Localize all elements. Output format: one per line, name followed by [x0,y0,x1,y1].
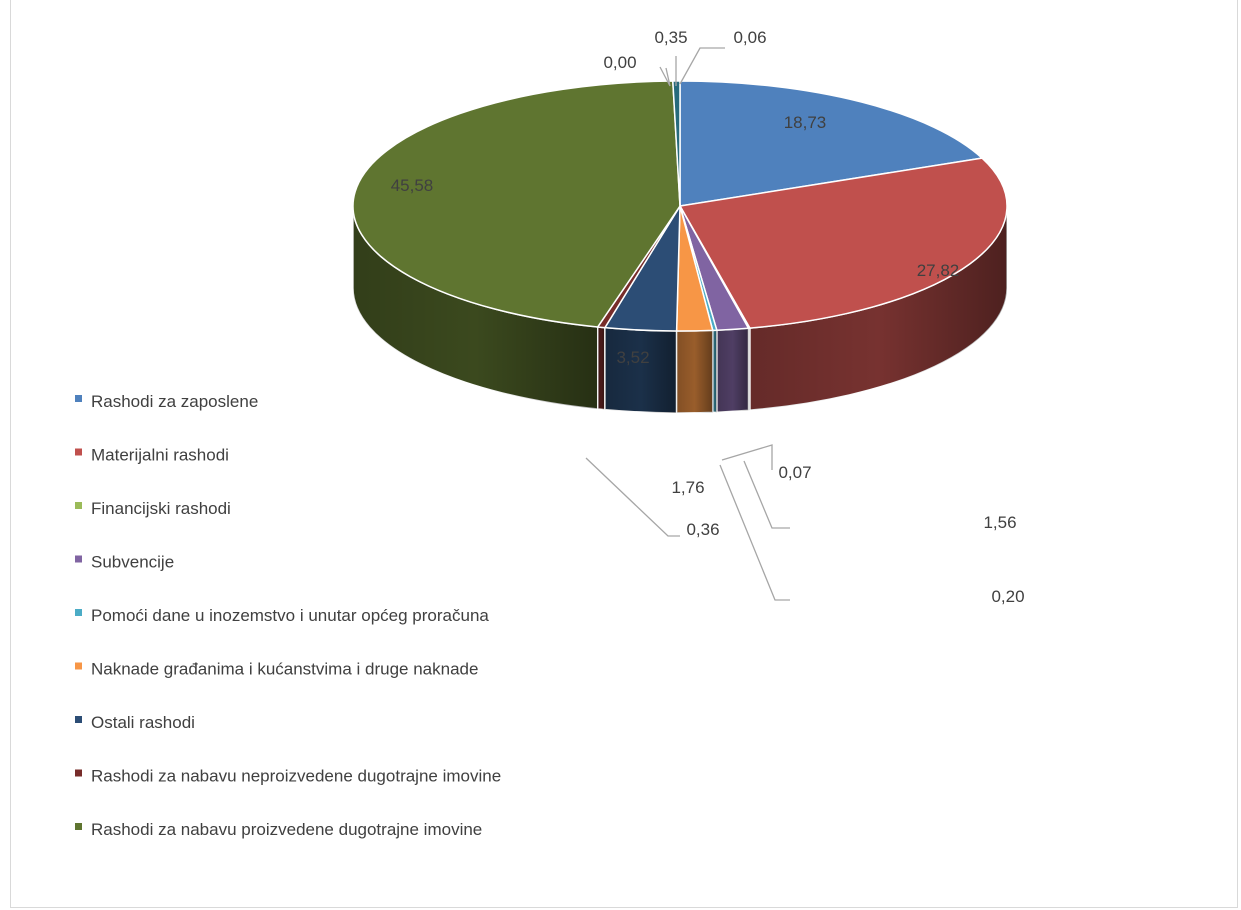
legend-swatch-2 [75,502,82,509]
data-label-6: 3,52 [616,348,649,367]
data-label-10: 0,35 [654,28,687,47]
leader-line-2 [721,444,773,470]
leader-line-3 [743,460,790,529]
data-label-2: 0,07 [778,463,811,482]
legend-label-2: Financijski rashodi [91,499,231,518]
data-label-5: 1,76 [671,478,704,497]
legend-swatch-6 [75,716,82,723]
legend-label-5: Naknade građanima i kućanstvima i druge … [91,660,478,679]
leader-line-9 [659,66,671,87]
data-label-extra: 0,06 [733,28,766,47]
pie-side-shade-6 [604,327,677,413]
chart-frame [10,0,1238,908]
pie-side-shade-3 [716,328,749,413]
pie-side-shade-4 [712,330,717,413]
legend-swatch-8 [75,823,82,830]
leader-lines [585,47,790,601]
legend-swatch-4 [75,609,82,616]
legend-swatch-1 [75,448,82,456]
pie-side-shade-7 [597,326,605,410]
pie-slice-1 [678,157,1008,329]
leader-line-7 [585,457,680,537]
data-label-9: 0,00 [603,53,636,72]
legend-swatch-7 [75,769,82,777]
data-label-1: 27,82 [917,261,960,280]
legend-label-6: Ostali rashodi [91,713,195,732]
legend-swatch-5 [75,662,82,670]
legend-label-8: Rashodi za nabavu proizvedene dugotrajne… [91,820,482,839]
legend: Rashodi za zaposlene Materijalni rashodi F… [75,392,501,839]
pie-side-shade-5 [676,330,713,413]
leader-line-4 [719,464,790,601]
legend-label-7: Rashodi za nabavu neproizvedene dugotraj… [91,767,501,786]
pie-side-shade-8 [353,206,598,409]
data-labels: 18,73 27,82 0,07 1,56 0,20 1,76 3,52 0,36 45,58 0… [391,28,1025,606]
data-label-4: 0,20 [991,587,1024,606]
legend-label-4: Pomoći dane u inozemstvo i unutar općeg … [91,606,489,625]
data-label-7: 0,36 [686,520,719,539]
legend-swatch-3 [75,555,82,563]
pie-side-shade-1 [749,206,1007,411]
legend-label-3: Subvencije [91,553,174,572]
data-label-3: 1,56 [983,513,1016,532]
leader-line-extra [679,47,725,85]
data-label-8: 45,58 [391,176,434,195]
pie-slice-0 [679,80,984,207]
data-label-0: 18,73 [784,113,827,132]
legend-label-0: Rashodi za zaposlene [91,392,258,411]
legend-swatch-0 [75,395,82,402]
pie-tops [352,80,1008,332]
pie-slice-8 [352,80,681,328]
legend-label-1: Materijalni rashodi [91,446,229,465]
